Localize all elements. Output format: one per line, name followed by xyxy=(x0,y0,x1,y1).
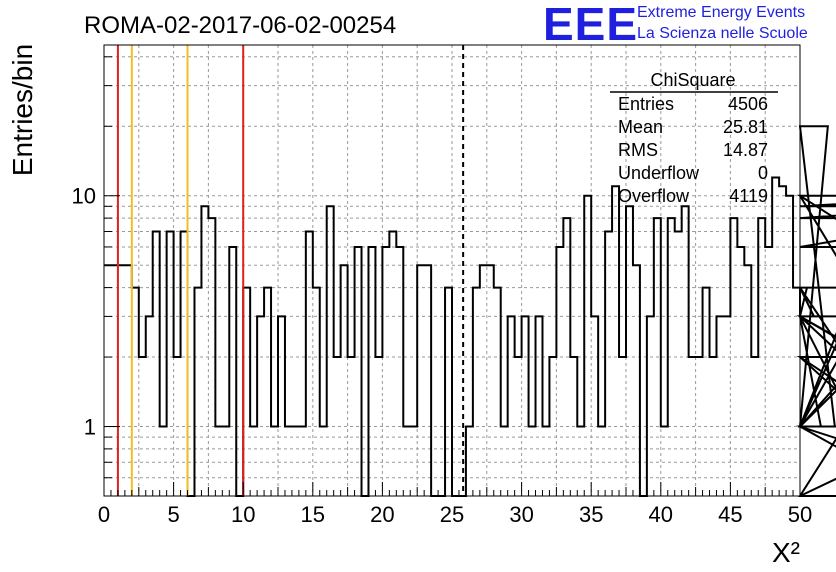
threshold-lines xyxy=(116,45,465,496)
y-axis: 1 10 xyxy=(72,56,120,479)
x-tick-label: 20 xyxy=(370,502,394,527)
y-tick-label: 10 xyxy=(72,184,96,209)
x-tick-label: 15 xyxy=(301,502,325,527)
logo-line-2: La Scienza nelle Scuole xyxy=(637,25,808,42)
x-tick-label: 30 xyxy=(509,502,533,527)
stats-label-rms: RMS xyxy=(618,140,658,160)
stats-box: ChiSquare Entries 4506 Mean 25.81 RMS 14… xyxy=(610,70,778,206)
eee-logo: EEE Extreme Energy Events La Scienza nel… xyxy=(543,0,808,50)
x-tick-label: 45 xyxy=(718,502,742,527)
x-tick-label: 50 xyxy=(788,502,812,527)
logo-mark: EEE xyxy=(543,0,638,50)
stats-value-overflow: 4119 xyxy=(729,186,768,206)
logo-line-1: Extreme Energy Events xyxy=(637,4,805,21)
stats-label-overflow: Overflow xyxy=(618,186,690,206)
stats-value-entries: 4506 xyxy=(728,94,768,114)
x-tick-label: 10 xyxy=(231,502,255,527)
x-tick-label: 25 xyxy=(440,502,464,527)
x-tick-label: 0 xyxy=(98,502,110,527)
x-tick-label: 5 xyxy=(167,502,179,527)
y-tick-label: 1 xyxy=(84,415,96,440)
x-axis-label: X² xyxy=(772,537,800,568)
histogram xyxy=(104,125,836,497)
stats-value-mean: 25.81 xyxy=(723,117,768,137)
histogram-outline xyxy=(104,125,836,497)
y-axis-label: Entries/bin xyxy=(7,44,38,176)
chart-title: ROMA-02-2017-06-02-00254 xyxy=(84,12,396,39)
x-tick-label: 35 xyxy=(579,502,603,527)
stats-title: ChiSquare xyxy=(650,70,735,90)
stats-label-mean: Mean xyxy=(618,117,663,137)
stats-label-underflow: Underflow xyxy=(618,163,700,183)
stats-value-rms: 14.87 xyxy=(723,140,768,160)
x-tick-label: 40 xyxy=(649,502,673,527)
stats-value-underflow: 0 xyxy=(758,163,768,183)
x-axis: 0 5 10 15 20 25 30 35 40 45 50 xyxy=(98,482,812,527)
stats-label-entries: Entries xyxy=(618,94,674,114)
